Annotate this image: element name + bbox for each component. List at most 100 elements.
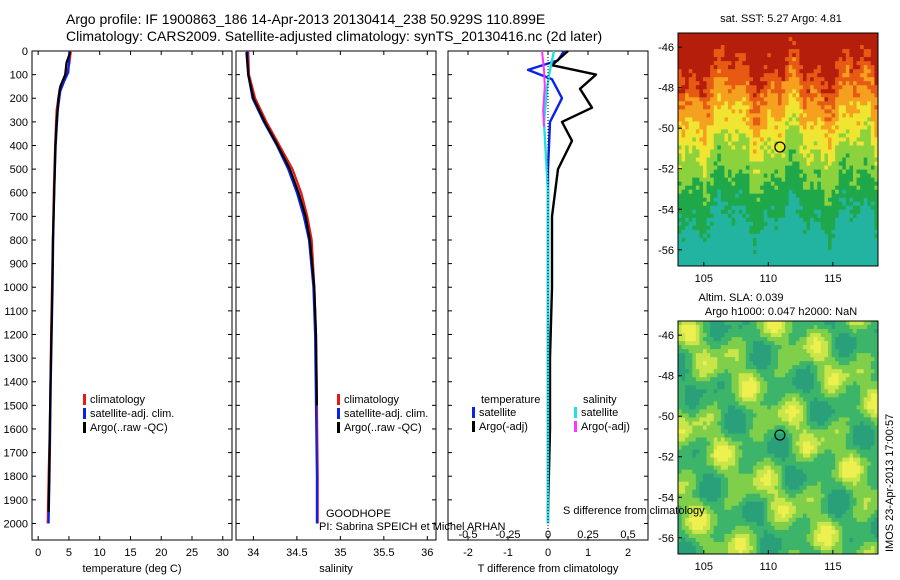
map-cell — [874, 201, 879, 207]
map-cell — [688, 81, 693, 86]
map-cell — [710, 169, 715, 175]
map-cell — [706, 421, 711, 426]
map-cell — [699, 249, 704, 255]
map-cell — [731, 121, 736, 126]
map-cell — [685, 437, 690, 442]
map-cell — [820, 225, 825, 231]
map-cell — [763, 81, 768, 86]
map-cell — [845, 241, 850, 247]
map-cell — [753, 201, 757, 207]
map-cell — [756, 457, 761, 463]
map-cell — [874, 49, 879, 54]
map-cell — [753, 249, 757, 255]
map-cell — [710, 77, 715, 82]
map-cell — [681, 405, 686, 410]
map-cell — [681, 57, 686, 62]
map-cell — [760, 181, 765, 187]
map-cell — [724, 485, 729, 491]
map-cell — [692, 49, 697, 54]
map-cell — [770, 233, 775, 239]
map-cell — [699, 169, 704, 175]
map-cell — [767, 145, 772, 150]
map-cell — [706, 469, 711, 475]
y-tick-label: 500 — [10, 164, 28, 176]
map-cell — [745, 221, 750, 227]
map-cell — [828, 149, 832, 154]
map-cell — [788, 125, 793, 130]
map-cell — [728, 261, 732, 267]
map-cell — [813, 173, 818, 179]
map-cell — [678, 137, 682, 142]
map-cell — [685, 369, 690, 374]
map-cell — [756, 521, 761, 527]
map-cell — [724, 229, 729, 235]
map-cell — [728, 549, 732, 555]
map-cell — [703, 229, 707, 235]
map-cell — [710, 45, 715, 50]
map-cell — [745, 113, 750, 118]
map-cell — [785, 225, 790, 231]
map-cell — [717, 365, 722, 370]
map-cell — [749, 369, 754, 374]
map-cell — [785, 245, 790, 251]
map-cell — [799, 161, 804, 166]
map-cell — [760, 481, 765, 487]
map-cell — [792, 189, 797, 195]
map-cell — [756, 429, 761, 434]
map-cell — [699, 117, 704, 122]
map-cell — [767, 81, 772, 86]
map-cell — [867, 113, 872, 118]
map-cell — [870, 173, 875, 179]
map-cell — [745, 549, 750, 555]
map-cell — [785, 45, 790, 50]
map-cell — [799, 165, 804, 170]
map-cell — [774, 197, 779, 203]
map-cell — [756, 477, 761, 483]
map-cell — [681, 541, 686, 547]
map-cell — [870, 129, 875, 134]
map-cell — [688, 145, 693, 150]
map-cell — [706, 105, 711, 110]
map-cell — [699, 233, 704, 239]
map-cell — [863, 253, 868, 259]
map-cell — [678, 437, 682, 442]
map-cell — [767, 337, 772, 342]
map-cell — [842, 169, 847, 175]
map-cell — [820, 141, 825, 146]
map-cell — [778, 89, 782, 94]
map-cell — [795, 45, 800, 50]
map-cell — [728, 177, 732, 183]
map-cell — [845, 97, 850, 102]
map-cell — [738, 537, 743, 543]
map-cell — [710, 65, 715, 70]
map-cell — [678, 421, 682, 426]
map-cell — [863, 93, 868, 98]
map-cell — [863, 57, 868, 62]
map-cell — [831, 149, 836, 154]
map-cell — [860, 257, 865, 263]
map-cell — [856, 233, 861, 239]
map-cell — [774, 161, 779, 166]
map-cell — [731, 429, 736, 434]
map-cell — [745, 173, 750, 179]
s-diff-tick-label: -0.5 — [459, 529, 478, 541]
map-cell — [717, 353, 722, 358]
map-cell — [799, 129, 804, 134]
map-cell — [778, 61, 782, 66]
map-cell — [838, 89, 843, 94]
map-cell — [774, 121, 779, 126]
map-cell — [824, 189, 829, 195]
map-cell — [706, 365, 711, 370]
map-cell — [688, 49, 693, 54]
map-cell — [867, 257, 872, 263]
map-cell — [753, 433, 757, 438]
map-cell — [742, 549, 747, 555]
map-cell — [720, 233, 725, 239]
map-cell — [703, 545, 707, 551]
map-cell — [853, 153, 857, 158]
map-cell — [710, 261, 715, 267]
map-cell — [760, 365, 765, 370]
map-cell — [688, 53, 693, 58]
map-cell — [720, 417, 725, 422]
map-cell — [828, 81, 832, 86]
